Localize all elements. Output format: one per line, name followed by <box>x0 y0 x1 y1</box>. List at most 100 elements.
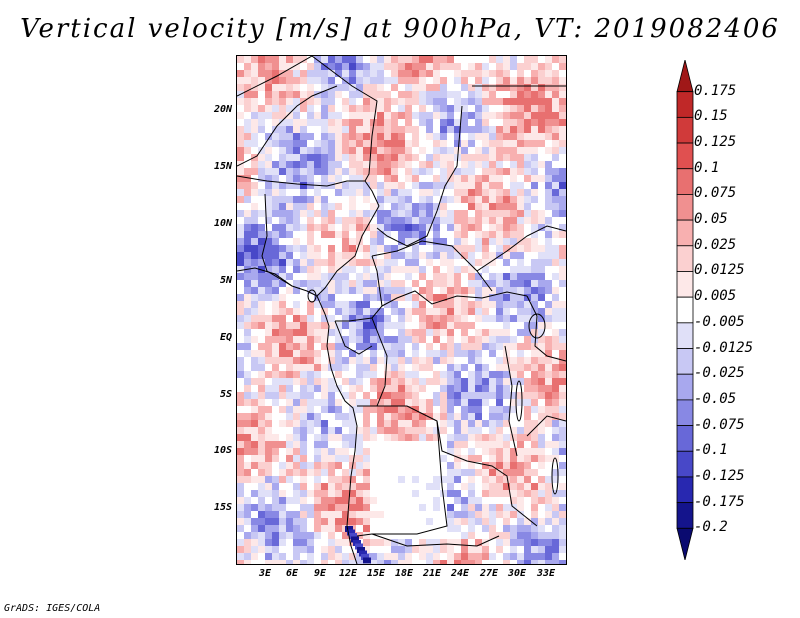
velocity-cell <box>300 294 307 301</box>
velocity-cell <box>531 273 538 280</box>
velocity-cell <box>314 532 321 539</box>
velocity-cell <box>482 140 489 147</box>
velocity-cell <box>510 371 517 378</box>
velocity-cell <box>244 70 251 77</box>
velocity-cell <box>307 224 314 231</box>
velocity-cell <box>447 392 454 399</box>
velocity-cell <box>279 210 286 217</box>
velocity-cell <box>356 399 363 406</box>
velocity-cell <box>265 175 272 182</box>
velocity-cell <box>524 168 531 175</box>
velocity-cell <box>356 392 363 399</box>
velocity-cell <box>272 546 279 553</box>
velocity-cell <box>405 490 412 497</box>
velocity-cell <box>468 280 475 287</box>
velocity-cell <box>405 133 412 140</box>
velocity-cell <box>405 98 412 105</box>
velocity-cell <box>503 357 510 364</box>
velocity-cell <box>447 224 454 231</box>
velocity-cell <box>391 294 398 301</box>
velocity-cell <box>524 301 531 308</box>
velocity-cell <box>356 525 363 532</box>
velocity-cell <box>545 105 552 112</box>
velocity-cell <box>545 203 552 210</box>
velocity-cell <box>258 245 265 252</box>
velocity-cell <box>363 343 370 350</box>
velocity-cell <box>286 357 293 364</box>
velocity-cell <box>524 560 531 564</box>
velocity-cell <box>349 560 356 564</box>
velocity-cell <box>237 238 244 245</box>
velocity-cell <box>258 126 265 133</box>
velocity-cell <box>503 455 510 462</box>
velocity-cell <box>300 462 307 469</box>
velocity-cell <box>440 364 447 371</box>
velocity-cell <box>475 378 482 385</box>
velocity-cell <box>244 441 251 448</box>
velocity-cell <box>517 420 524 427</box>
velocity-cell <box>496 560 503 564</box>
velocity-cell <box>377 539 384 546</box>
border-uganda-kenya <box>526 295 566 362</box>
velocity-cell <box>300 175 307 182</box>
velocity-cell <box>377 287 384 294</box>
velocity-cell <box>454 245 461 252</box>
velocity-cell <box>426 483 433 490</box>
velocity-cell <box>475 483 482 490</box>
velocity-cell <box>552 301 559 308</box>
velocity-cell <box>300 399 307 406</box>
velocity-cell <box>545 441 552 448</box>
velocity-cell <box>342 287 349 294</box>
velocity-cell <box>328 77 335 84</box>
velocity-cell <box>454 189 461 196</box>
velocity-cell <box>307 525 314 532</box>
velocity-cell <box>433 511 440 518</box>
velocity-cell <box>314 63 321 70</box>
velocity-cell <box>321 413 328 420</box>
velocity-cell <box>293 294 300 301</box>
velocity-cell <box>538 98 545 105</box>
velocity-cell <box>356 196 363 203</box>
velocity-cell <box>286 112 293 119</box>
velocity-cell <box>510 378 517 385</box>
velocity-cell <box>496 420 503 427</box>
velocity-cell <box>279 63 286 70</box>
velocity-cell <box>272 448 279 455</box>
velocity-cell <box>258 308 265 315</box>
velocity-cell <box>363 63 370 70</box>
velocity-cell <box>321 175 328 182</box>
velocity-cell <box>447 441 454 448</box>
velocity-cell <box>342 399 349 406</box>
velocity-cell <box>531 70 538 77</box>
velocity-cell <box>538 56 545 63</box>
lat-label: 20N <box>213 104 232 115</box>
velocity-cell <box>545 70 552 77</box>
velocity-cell <box>426 462 433 469</box>
velocity-cell <box>293 406 300 413</box>
velocity-cell <box>468 462 475 469</box>
velocity-cell <box>391 56 398 63</box>
velocity-cell <box>370 84 377 91</box>
velocity-cell <box>391 490 398 497</box>
velocity-cell <box>307 399 314 406</box>
velocity-cell <box>265 434 272 441</box>
velocity-cell <box>244 357 251 364</box>
velocity-cell <box>272 231 279 238</box>
velocity-cell <box>419 434 426 441</box>
velocity-cell <box>363 168 370 175</box>
velocity-cell <box>244 280 251 287</box>
velocity-cell <box>482 182 489 189</box>
velocity-cell <box>510 154 517 161</box>
velocity-cell <box>244 154 251 161</box>
velocity-cell <box>349 245 356 252</box>
velocity-cell <box>363 392 370 399</box>
velocity-cell <box>524 70 531 77</box>
velocity-cell <box>237 455 244 462</box>
velocity-cell <box>559 126 566 133</box>
velocity-cell <box>349 455 356 462</box>
velocity-cell <box>412 329 419 336</box>
velocity-cell <box>342 301 349 308</box>
velocity-cell <box>461 357 468 364</box>
velocity-cell <box>524 259 531 266</box>
velocity-cell <box>279 497 286 504</box>
